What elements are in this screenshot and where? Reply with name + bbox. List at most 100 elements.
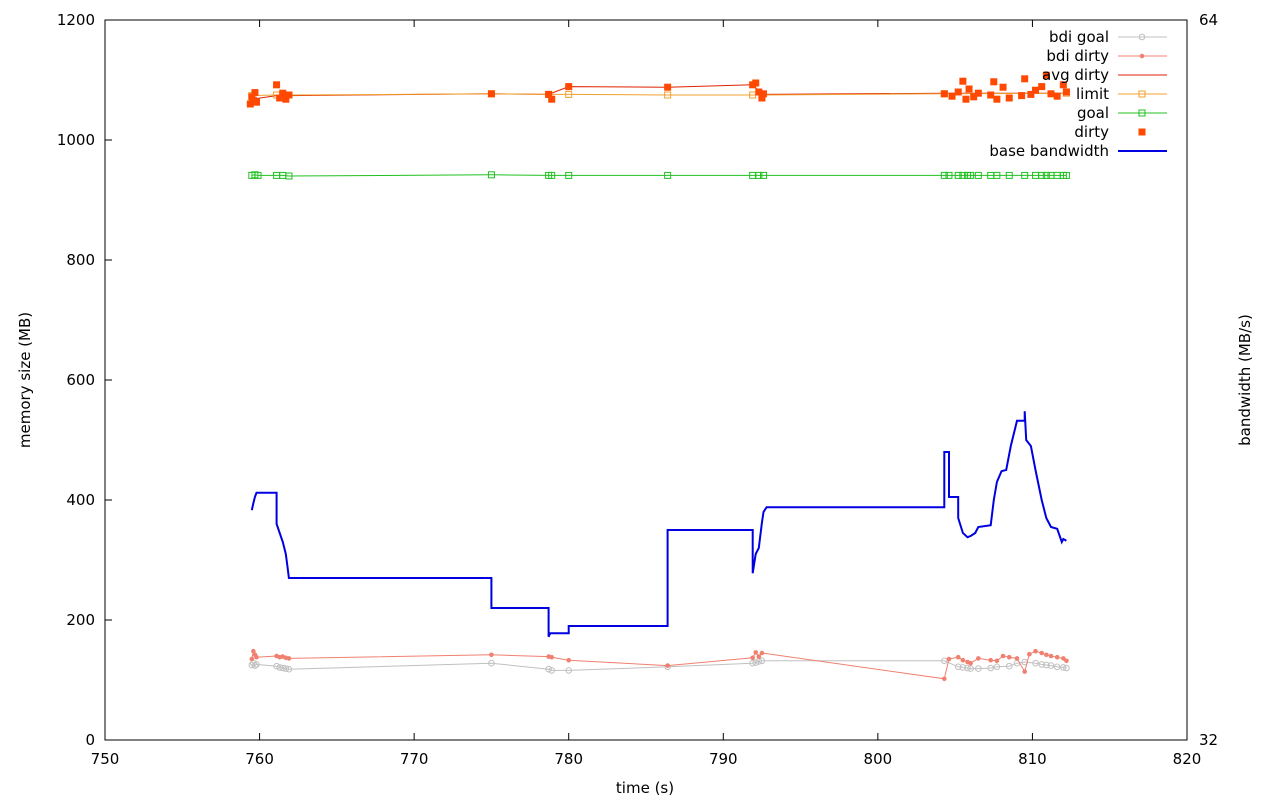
data-point-dirty xyxy=(752,79,760,87)
x-tick-label: 770 xyxy=(400,750,429,768)
data-point-dirty xyxy=(664,83,672,91)
data-point-goal xyxy=(1021,171,1029,179)
data-point-goal xyxy=(254,171,262,179)
data-point-bdi-goal xyxy=(285,665,293,673)
series-line-goal xyxy=(251,174,1067,177)
data-point-bdi-dirty xyxy=(1033,648,1038,654)
data-point-bdi-goal xyxy=(758,657,766,665)
data-point-goal xyxy=(664,171,672,179)
data-point-bdi-goal xyxy=(273,662,280,670)
data-point-goal xyxy=(755,171,763,179)
data-point-bdi-goal xyxy=(276,664,283,671)
series-line-bdi-dirty xyxy=(251,649,1067,680)
data-point-dirty xyxy=(999,83,1007,91)
x-tick-label: 750 xyxy=(91,750,120,768)
data-point-dirty xyxy=(965,85,973,93)
data-point-dirty xyxy=(759,90,767,98)
data-point-dirty xyxy=(1062,88,1070,96)
data-point-bdi-goal xyxy=(954,663,962,671)
data-point-dirty xyxy=(1032,86,1040,94)
series-goal xyxy=(248,171,1070,180)
legend-label-avg-dirty: avg dirty xyxy=(1042,66,1109,84)
data-point-dirty xyxy=(273,81,281,89)
data-point-bdi-goal xyxy=(545,665,552,673)
data-point-dirty xyxy=(990,78,998,86)
data-point-goal xyxy=(1005,171,1013,179)
data-point-goal xyxy=(974,171,982,179)
data-point-dirty xyxy=(954,88,962,96)
y-tick-label: 200 xyxy=(66,611,95,629)
legend-label-dirty: dirty xyxy=(1074,123,1109,141)
data-point-bdi-dirty xyxy=(251,648,256,654)
data-point-goal xyxy=(565,171,573,179)
data-point-bdi-dirty xyxy=(1022,669,1027,674)
data-point-dirty xyxy=(251,89,259,97)
data-point-limit xyxy=(664,91,672,99)
data-point-goal xyxy=(959,171,967,179)
series-base-bandwidth xyxy=(250,411,1067,638)
data-point-dirty xyxy=(987,91,995,99)
data-point-goal xyxy=(285,172,293,180)
data-point-dirty xyxy=(487,90,495,98)
y-axis-label: memory size (MB) xyxy=(16,312,34,448)
data-point-dirty xyxy=(246,100,254,108)
y-tick-label: 1000 xyxy=(57,131,95,149)
series-dirty xyxy=(246,71,1070,108)
data-point-bdi-dirty xyxy=(286,656,292,661)
data-point-dirty xyxy=(993,95,1001,103)
legend-label-base-bandwidth: base bandwidth xyxy=(989,142,1109,160)
legend-label-limit: limit xyxy=(1076,85,1109,103)
data-point-bdi-dirty xyxy=(1006,654,1012,660)
x-tick-label: 820 xyxy=(1173,750,1202,768)
data-point-goal xyxy=(940,171,948,179)
data-point-bdi-dirty xyxy=(756,654,762,659)
data-point-bdi-goal xyxy=(993,663,1001,671)
data-point-bdi-dirty xyxy=(750,655,755,661)
x-tick-label: 790 xyxy=(709,750,738,768)
data-point-bdi-goal xyxy=(548,667,556,674)
data-point-bdi-goal xyxy=(251,662,259,669)
data-point-dirty xyxy=(940,90,948,98)
data-point-dirty xyxy=(1053,92,1061,100)
data-point-bdi-dirty xyxy=(955,654,961,660)
data-point-bdi-dirty xyxy=(968,660,973,666)
data-point-bdi-goal xyxy=(749,659,756,667)
data-point-dirty xyxy=(1047,90,1055,98)
x-axis-label: time (s) xyxy=(616,779,674,797)
data-point-dirty xyxy=(545,90,553,98)
plot-frame xyxy=(104,19,1188,741)
data-point-bdi-goal xyxy=(1060,664,1067,671)
data-point-bdi-dirty xyxy=(1039,650,1045,656)
data-point-bdi-goal xyxy=(1053,663,1061,671)
data-point-bdi-goal xyxy=(1047,662,1055,669)
data-point-bdi-dirty xyxy=(549,654,555,660)
series-bdi-dirty xyxy=(249,648,1069,682)
data-point-dirty xyxy=(1042,71,1050,79)
data-point-dirty xyxy=(755,88,763,96)
series-line-base-bandwidth xyxy=(250,411,1067,638)
data-point-dirty xyxy=(962,95,970,103)
data-point-bdi-dirty xyxy=(1048,653,1054,659)
legend-label-bdi-goal: bdi goal xyxy=(1049,28,1109,46)
legend-marker-limit xyxy=(1138,90,1146,98)
data-point-dirty xyxy=(1027,90,1035,98)
data-point-bdi-dirty xyxy=(566,657,572,663)
data-point-bdi-dirty xyxy=(254,654,259,660)
y-tick-label: 800 xyxy=(66,251,95,269)
data-point-bdi-goal xyxy=(975,665,982,672)
data-point-bdi-dirty xyxy=(1000,653,1006,659)
x-tick-label: 780 xyxy=(554,750,583,768)
data-point-goal xyxy=(1038,171,1046,179)
data-point-bdi-goal xyxy=(752,659,760,666)
data-point-bdi-goal xyxy=(964,664,971,672)
data-point-dirty xyxy=(948,92,956,100)
data-point-dirty xyxy=(1038,83,1046,91)
data-point-dirty xyxy=(959,77,967,85)
data-point-goal xyxy=(954,171,962,179)
data-point-bdi-dirty xyxy=(1014,656,1020,661)
data-point-bdi-goal xyxy=(967,665,974,672)
data-point-dirty xyxy=(1018,92,1026,100)
data-point-dirty xyxy=(974,89,982,97)
data-point-bdi-goal xyxy=(941,657,948,665)
data-point-bdi-dirty xyxy=(988,657,993,663)
